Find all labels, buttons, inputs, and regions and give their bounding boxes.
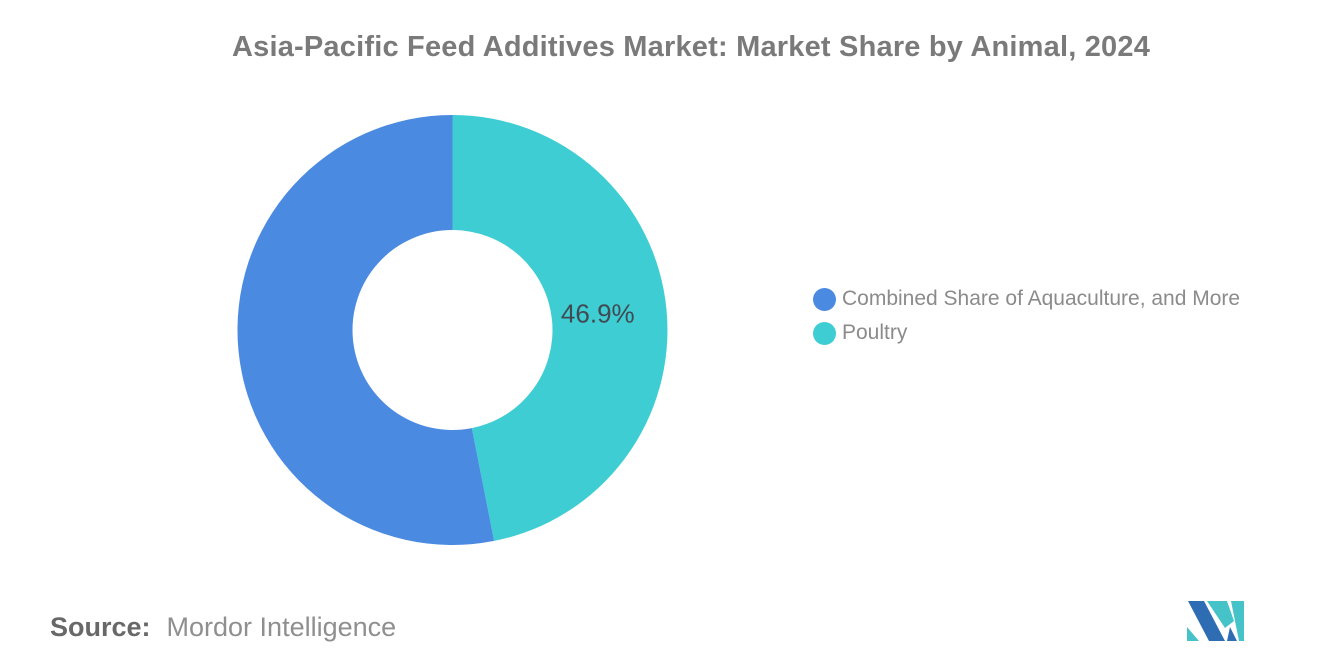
- donut-chart: 46.9%: [237, 115, 668, 545]
- legend-label: Poultry: [842, 321, 908, 344]
- source-value: Mordor Intelligence: [166, 612, 397, 642]
- legend-swatch-icon: [813, 321, 836, 345]
- mordor-intelligence-logo: [1187, 601, 1244, 641]
- legend-label: Combined Share of Aquaculture, and More: [842, 287, 1241, 310]
- logo-shape: [1188, 601, 1225, 641]
- legend-item-poultry[interactable]: Poultry: [813, 316, 1240, 350]
- pie-slice-combined-share-of-aquaculture-and-more[interactable]: [237, 115, 495, 545]
- legend: Combined Share of Aquaculture, and More P…: [813, 282, 1240, 350]
- chart-title: Asia-Pacific Feed Additives Market: Mark…: [231, 31, 1151, 63]
- logo-shape: [1207, 601, 1234, 628]
- legend-item-combined-share-of-aquaculture-and-more[interactable]: Combined Share of Aquaculture, and More: [813, 282, 1240, 316]
- legend-swatch-icon: [813, 287, 836, 311]
- source-label: Source:: [50, 612, 151, 642]
- slice-value-label: 46.9%: [561, 299, 635, 329]
- logo-shape: [1231, 601, 1244, 641]
- logo-shape: [1187, 627, 1199, 641]
- source-line: Source: Mordor Intelligence: [50, 612, 396, 643]
- pie-slice-poultry[interactable]: [452, 115, 668, 541]
- logo-shape: [1227, 627, 1237, 641]
